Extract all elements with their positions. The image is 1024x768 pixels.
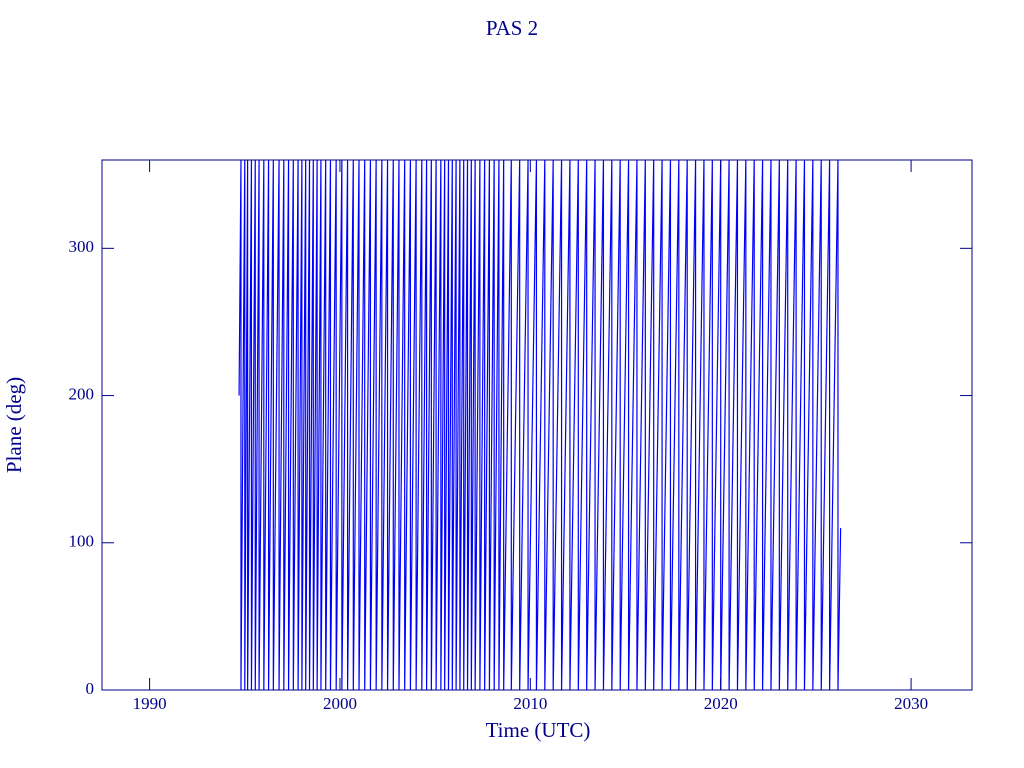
plot-frame <box>101 159 973 691</box>
y-axis-label: Plane (deg) <box>2 377 26 473</box>
x-tick-label: 1990 <box>133 694 167 713</box>
y-tick-label: 0 <box>86 679 95 698</box>
x-tick-label: 2020 <box>704 694 738 713</box>
y-tick-label: 200 <box>69 384 95 403</box>
x-axis-label: Time (UTC) <box>486 718 591 742</box>
data-line <box>238 159 842 691</box>
x-tick-label: 2010 <box>513 694 547 713</box>
chart-title: PAS 2 <box>486 16 538 40</box>
x-tick-label: 2000 <box>323 694 357 713</box>
y-tick-label: 100 <box>69 532 95 551</box>
y-tick-label: 300 <box>69 237 95 256</box>
x-tick-label: 2030 <box>894 694 928 713</box>
